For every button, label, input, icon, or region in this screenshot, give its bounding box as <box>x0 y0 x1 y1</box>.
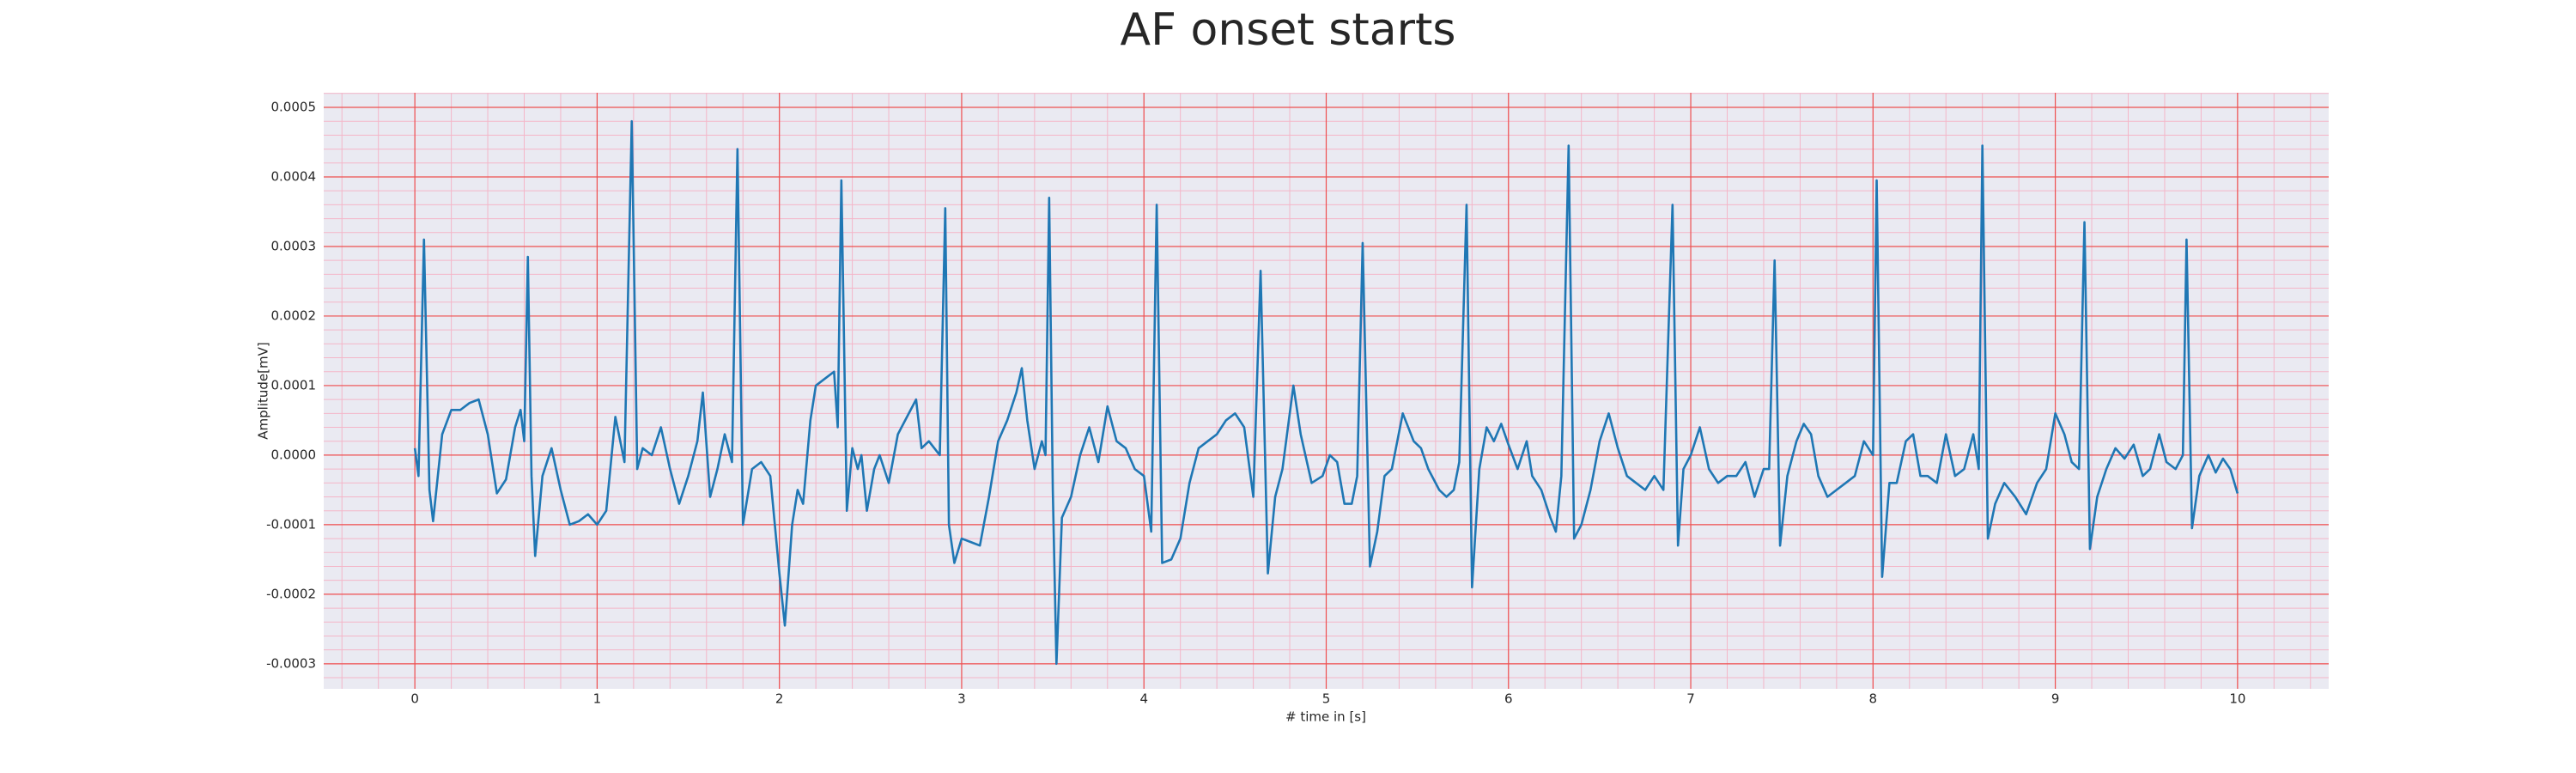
x-tick-label: 7 <box>1686 691 1695 707</box>
x-tick-label: 5 <box>1322 691 1331 707</box>
x-tick-label: 2 <box>775 691 784 707</box>
x-tick-label: 3 <box>957 691 966 707</box>
y-tick-label: 0.0005 <box>271 100 317 115</box>
x-tick-label: 8 <box>1869 691 1878 707</box>
x-axis-label: # time in [s] <box>1285 709 1366 725</box>
x-tick-label: 9 <box>2051 691 2060 707</box>
y-tick-label: 0.0000 <box>271 447 317 462</box>
x-tick-label: 0 <box>410 691 419 707</box>
chart-title: AF onset starts <box>1121 4 1456 56</box>
x-tick-label: 6 <box>1504 691 1513 707</box>
y-tick-label: 0.0004 <box>271 168 317 184</box>
plot-marks <box>413 119 2239 666</box>
x-tick-label: 10 <box>2229 691 2245 707</box>
y-tick-label: -0.0002 <box>266 586 316 601</box>
y-axis-label: Amplitude[mV] <box>256 342 271 439</box>
x-tick-label: 1 <box>593 691 602 707</box>
signal-line <box>413 119 2239 666</box>
y-tick-label: 0.0003 <box>271 238 317 253</box>
y-tick-label: 0.0001 <box>271 377 317 393</box>
major-grid <box>324 93 2329 689</box>
x-tick-label: 4 <box>1139 691 1148 707</box>
y-tick-label: -0.0003 <box>266 655 316 671</box>
y-tick-label: -0.0001 <box>266 516 316 532</box>
y-tick-label: 0.0002 <box>271 307 317 323</box>
